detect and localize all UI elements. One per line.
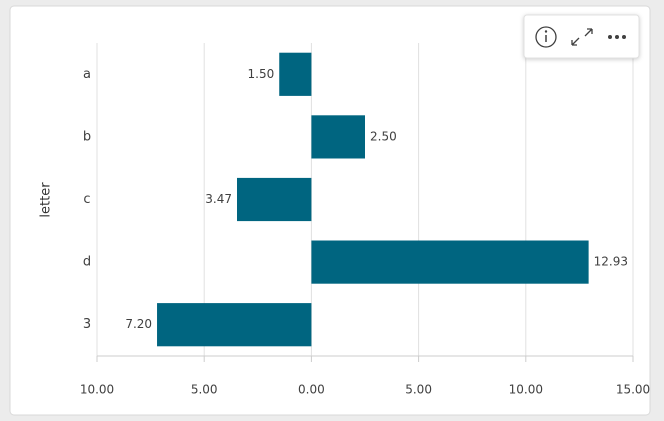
value-label: 3.47 <box>205 192 232 206</box>
y-tick-label: b <box>83 129 91 144</box>
value-label: 2.50 <box>370 129 397 143</box>
x-tick-label: 15.00 <box>616 383 650 397</box>
x-tick-label: 0.00 <box>298 383 325 397</box>
bar <box>311 115 365 159</box>
bar <box>237 177 312 222</box>
toolbar-box <box>523 14 640 59</box>
value-label: 12.93 <box>594 255 628 269</box>
x-tick-label: 5.00 <box>405 383 432 397</box>
bar <box>279 52 312 96</box>
value-label: 1.50 <box>248 67 275 81</box>
y-tick-label: a <box>83 67 91 82</box>
bar <box>157 303 312 347</box>
expand-button[interactable] <box>571 28 593 46</box>
info-button[interactable] <box>535 26 557 48</box>
y-axis-label: letter <box>39 182 54 218</box>
plot-area: 10.00 5.00 0.00 5.00 10.00 15.00 a 1.50 b 2.50 c 3.… <box>80 43 650 397</box>
y-tick-label: c <box>83 192 90 207</box>
value-label: 7.20 <box>125 317 152 331</box>
bar <box>311 240 589 284</box>
toolbar <box>523 14 640 59</box>
card <box>9 5 651 416</box>
y-tick-label: 3 <box>83 317 91 332</box>
y-tick-label: d <box>83 255 91 270</box>
more-button[interactable] <box>608 35 626 39</box>
x-tick-label: 5.00 <box>191 383 218 397</box>
x-tick-label: 10.00 <box>80 383 114 397</box>
x-tick-label: 10.00 <box>509 383 543 397</box>
